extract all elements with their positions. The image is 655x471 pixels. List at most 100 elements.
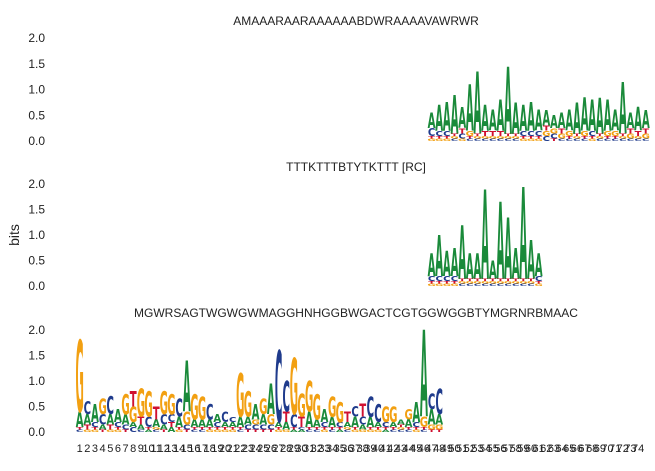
logo-letter-T: T <box>390 426 398 430</box>
logo-letter-A: A <box>298 429 306 433</box>
logo-letter-C: C <box>581 138 589 142</box>
logo-letter-T: T <box>436 429 444 433</box>
logo-letter-T: T <box>505 133 513 137</box>
logo-letter-G: G <box>534 138 542 142</box>
logo-letter-T: T <box>566 135 574 139</box>
logo-letter-G: G <box>412 429 420 433</box>
logo-letter-T: T <box>489 130 496 138</box>
logo-letter-T: T <box>550 138 558 142</box>
logo-letter-G: G <box>244 385 252 426</box>
logo-letter-C: C <box>183 424 190 432</box>
logo-letter-C: C <box>168 413 175 425</box>
x-tick-label: 58 <box>510 443 522 455</box>
logo-letter-G: G <box>542 130 550 138</box>
logo-letter-A: A <box>565 104 573 137</box>
y-tick-label: 0.5 <box>28 108 45 122</box>
logo-letter-T: T <box>528 135 536 139</box>
logo-letter-G: G <box>466 280 474 284</box>
logo-letter-A: A <box>328 414 336 430</box>
x-tick-label: 19 <box>211 443 223 455</box>
logo-letter-A: A <box>183 347 191 428</box>
logo-letter-T: T <box>260 429 268 433</box>
logo-letter-T: T <box>482 130 489 138</box>
logo-letter-A: A <box>504 49 512 156</box>
logo-letter-A: A <box>366 414 374 430</box>
logo-letter-T: T <box>474 278 482 282</box>
logo-letter-C: C <box>520 283 528 287</box>
logo-letter-A: A <box>588 92 596 142</box>
x-tick-label: 28 <box>280 443 292 455</box>
logo-letter-A: A <box>267 377 275 425</box>
logo-letter-T: T <box>359 402 366 422</box>
x-tick-label: 20 <box>219 443 231 455</box>
x-tick-label: 39 <box>364 443 376 455</box>
logo-letter-T: T <box>99 429 107 433</box>
logo-letter-A: A <box>596 89 604 146</box>
logo-letter-A: A <box>397 419 405 427</box>
logo-letter-T: T <box>237 426 245 430</box>
logo-letter-T: T <box>635 130 642 138</box>
logo-letter-T: T <box>535 280 543 284</box>
logo-letter-T: T <box>512 278 520 282</box>
logo-letter-C: C <box>588 130 595 138</box>
logo-letter-A: A <box>435 99 443 140</box>
logo-letter-G: G <box>435 138 443 142</box>
logo-letter-T: T <box>160 429 168 433</box>
logo-letter-G: G <box>504 280 512 284</box>
logo-letter-G: G <box>519 280 527 284</box>
logo-letter-T: T <box>482 278 490 282</box>
y-tick-label: 2.0 <box>28 31 45 45</box>
logo-letter-C: C <box>374 401 381 428</box>
x-tick-label: 61 <box>533 443 545 455</box>
logo-panel-1: AMAAARAARAAAAAABDWRAAAAVAWRWR 0.0 0.5 1.0 1.… <box>28 14 650 156</box>
logo-letter-C: C <box>642 138 650 142</box>
x-tick-label: 21 <box>227 443 239 455</box>
logo-letter-C: C <box>619 138 627 142</box>
logo-letter-A: A <box>558 109 566 133</box>
x-tick-label: 11 <box>150 443 161 455</box>
logo-letter-C: C <box>114 421 121 429</box>
x-tick-label: 31 <box>303 443 315 455</box>
logo-letter-G: G <box>473 135 481 139</box>
logo-letter-G: G <box>450 283 458 287</box>
panel-title: AMAAARAARAAAAAABDWRAAAAVAWRWR <box>233 14 479 28</box>
logo-letter-G: G <box>481 135 489 139</box>
x-tick-label: 64 <box>555 443 567 455</box>
logo-letter-A: A <box>443 245 451 286</box>
logo-letter-G: G <box>435 424 443 432</box>
x-tick-label: 72 <box>617 443 629 455</box>
logo-letter-A: A <box>229 421 237 429</box>
logo-letter-C: C <box>489 283 497 287</box>
logo-letter-G: G <box>175 429 183 433</box>
logo-letter-C: C <box>443 130 450 138</box>
logo-letter-C: C <box>420 429 428 433</box>
logo-letter-C: C <box>145 414 152 430</box>
x-tick-label: 68 <box>586 443 598 455</box>
logo-letter-G: G <box>366 429 374 433</box>
logo-letter-C: C <box>122 424 129 432</box>
x-tick-label: 26 <box>265 443 277 455</box>
logo-letter-C: C <box>428 390 435 414</box>
logo-letter-T: T <box>443 135 451 139</box>
logo-letter-T: T <box>451 280 459 284</box>
logo-letter-G: G <box>626 133 634 141</box>
logo-letter-A: A <box>481 99 489 140</box>
logo-letter-T: T <box>619 133 627 137</box>
logo-letter-C: C <box>604 138 612 142</box>
logo-letter-G: G <box>527 280 535 284</box>
logo-letter-T: T <box>405 426 413 430</box>
logo-letter-A: A <box>145 429 153 433</box>
logo-letter-A: A <box>282 420 290 432</box>
logo-letter-T: T <box>382 426 390 430</box>
logo-letter-T: T <box>497 130 504 138</box>
y-tick-label: 1.0 <box>28 228 45 242</box>
logo-letter-A: A <box>519 163 527 310</box>
logo-letter-C: C <box>260 424 267 432</box>
logo-letter-A: A <box>489 104 497 137</box>
logo-letter-A: A <box>512 95 520 145</box>
logo-letter-A: A <box>160 424 168 432</box>
logo-letter-G: G <box>167 388 175 421</box>
logo-letter-C: C <box>336 421 343 429</box>
logo-letter-A: A <box>642 106 650 135</box>
